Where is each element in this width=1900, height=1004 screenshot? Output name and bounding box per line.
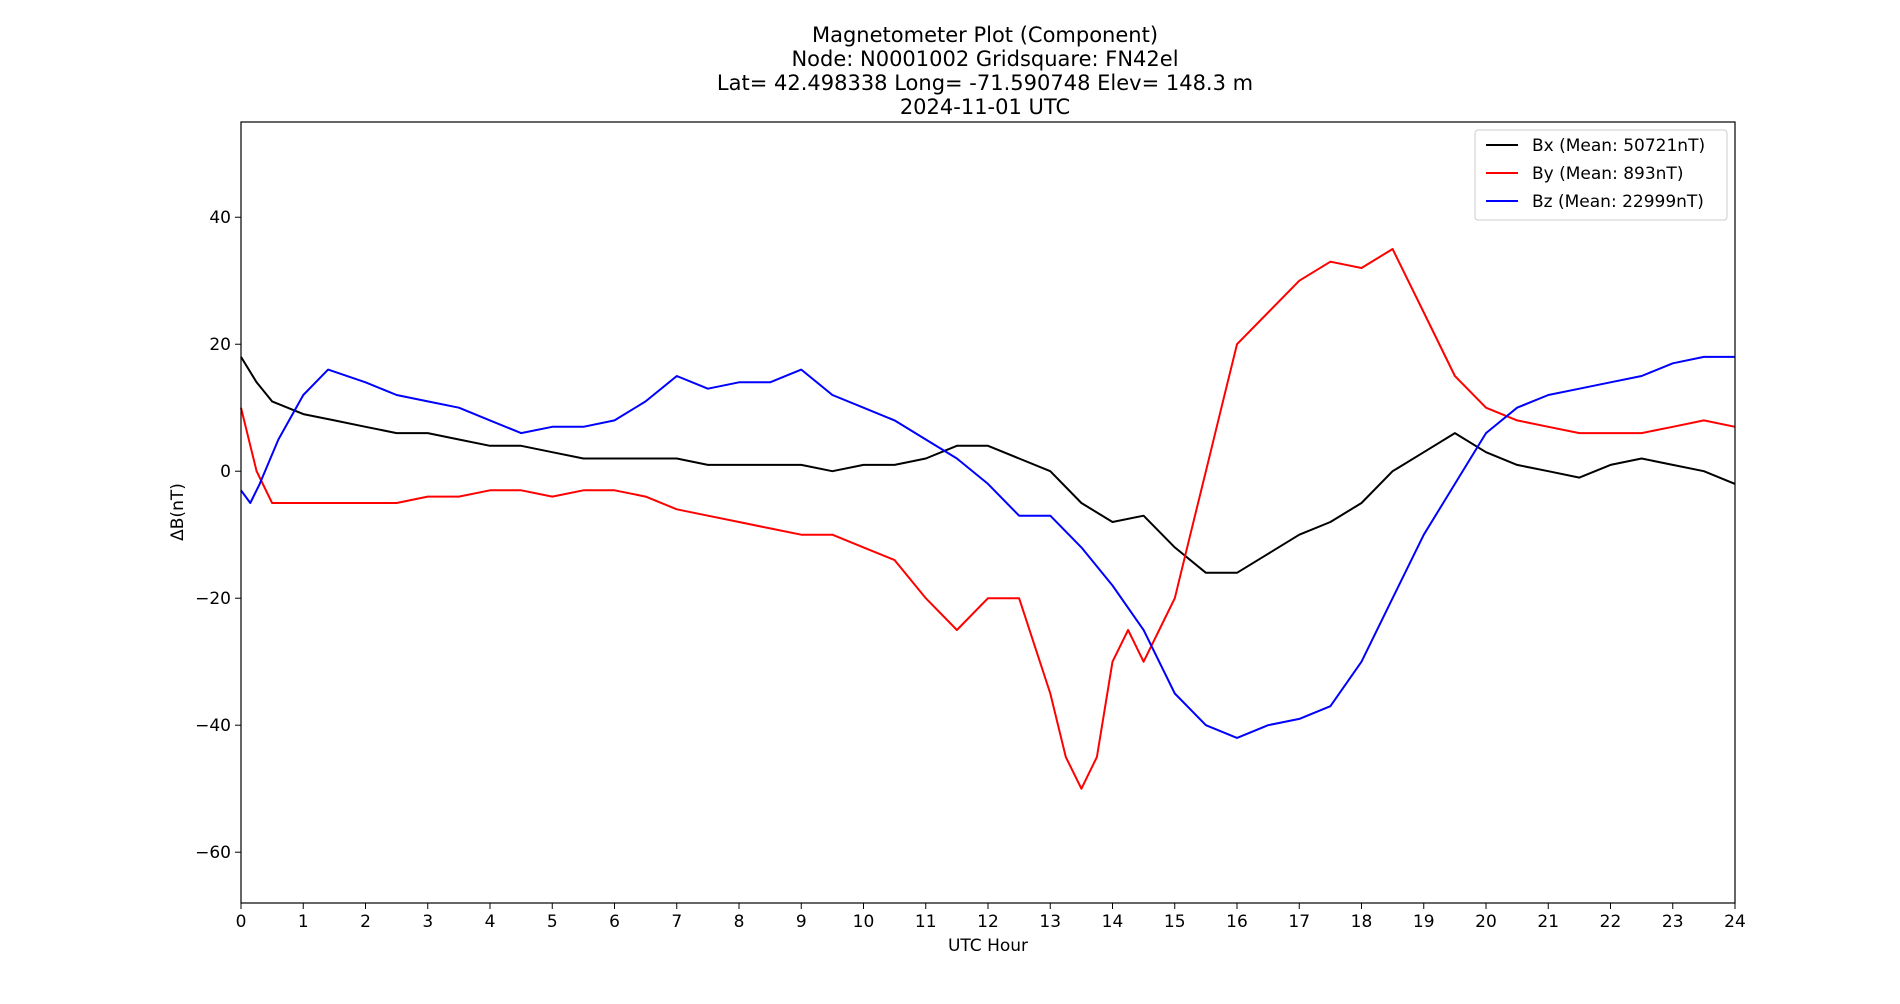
title-line-2: Node: N0001002 Gridsquare: FN42el	[791, 47, 1178, 71]
x-tick-label: 4	[485, 912, 496, 932]
y-axis-label: ΔB(nT)	[168, 483, 188, 541]
x-tick-label: 11	[915, 912, 937, 932]
legend-box	[1474, 129, 1728, 221]
series-line-0	[240, 356, 1736, 574]
x-tick-label: 8	[734, 912, 745, 932]
x-tick-label: 23	[1662, 912, 1684, 932]
x-tick-label: 5	[547, 912, 558, 932]
y-tick-label: −60	[195, 843, 231, 863]
legend-label-bx: Bx (Mean: 50721nT)	[1532, 136, 1705, 156]
x-tick-label: 21	[1537, 912, 1559, 932]
x-tick-label: 14	[1102, 912, 1124, 932]
x-tick-label: 20	[1475, 912, 1497, 932]
x-tick-label: 19	[1413, 912, 1435, 932]
y-tick-label: −20	[195, 589, 231, 609]
x-tick-label: 15	[1164, 912, 1186, 932]
title-line-1: Magnetometer Plot (Component)	[812, 23, 1158, 47]
y-axis-ticks: −60 −40 −20 0 20 40	[195, 208, 241, 863]
y-tick-label: 0	[220, 462, 231, 482]
x-tick-label: 10	[853, 912, 875, 932]
x-tick-label: 12	[977, 912, 999, 932]
x-tick-label: 22	[1600, 912, 1622, 932]
legend-label-bz: Bz (Mean: 22999nT)	[1532, 192, 1704, 212]
x-tick-label: 1	[298, 912, 309, 932]
y-tick-label: 40	[209, 208, 231, 228]
y-tick-label: −40	[195, 716, 231, 736]
plot-area-frame	[240, 121, 1736, 904]
x-axis-ticks: 0 1 2 3 4 5 6 7 8 9 10 11 12 13 14 15 16 17 18 19 20 21 22 23 24	[236, 903, 1746, 932]
series-line-1	[240, 248, 1736, 790]
legend-label-by: By (Mean: 893nT)	[1532, 164, 1683, 184]
chart-title: Magnetometer Plot (Component) Node: N000…	[717, 23, 1253, 119]
x-axis-label: UTC Hour	[948, 936, 1028, 956]
x-tick-label: 2	[360, 912, 371, 932]
chart-legend: Bx (Mean: 50721nT) By (Mean: 893nT) Bz (…	[1474, 129, 1728, 221]
x-tick-label: 24	[1724, 912, 1746, 932]
series-lines	[240, 248, 1736, 790]
title-line-3: Lat= 42.498338 Long= -71.590748 Elev= 14…	[717, 71, 1253, 95]
y-tick-label: 20	[209, 335, 231, 355]
title-line-4: 2024-11-01 UTC	[900, 95, 1070, 119]
x-tick-label: 3	[422, 912, 433, 932]
x-tick-label: 17	[1288, 912, 1310, 932]
x-tick-label: 0	[236, 912, 247, 932]
x-tick-label: 7	[671, 912, 682, 932]
x-tick-label: 16	[1226, 912, 1248, 932]
x-tick-label: 13	[1039, 912, 1061, 932]
series-line-2	[240, 355, 1735, 739]
x-tick-label: 9	[796, 912, 807, 932]
x-tick-label: 18	[1351, 912, 1373, 932]
x-tick-label: 6	[609, 912, 620, 932]
